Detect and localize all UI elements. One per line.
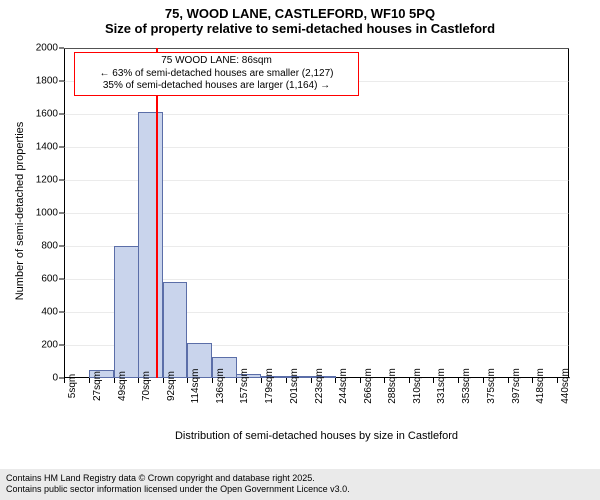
x-tick-label: 418sqm	[535, 368, 546, 404]
plot-area: 75 WOOD LANE: 86sqm← 63% of semi-detache…	[64, 48, 569, 378]
x-tick-label: 266sqm	[363, 368, 374, 404]
x-tick-mark	[458, 378, 459, 383]
x-tick-label: 223sqm	[314, 368, 325, 404]
title-line-2: Size of property relative to semi-detach…	[0, 21, 600, 36]
x-tick-mark	[335, 378, 336, 383]
grid-line	[64, 48, 569, 49]
footer-line-2: Contains public sector information licen…	[6, 484, 594, 496]
footer: Contains HM Land Registry data © Crown c…	[0, 469, 600, 500]
x-tick-mark	[384, 378, 385, 383]
x-tick-mark	[261, 378, 262, 383]
y-tick-label: 1800	[36, 76, 58, 87]
x-tick-mark	[433, 378, 434, 383]
x-tick-label: 70sqm	[141, 371, 152, 401]
y-tick-label: 600	[41, 274, 58, 285]
x-tick-mark	[409, 378, 410, 383]
annotation-box: 75 WOOD LANE: 86sqm← 63% of semi-detache…	[74, 52, 359, 96]
y-tick-label: 400	[41, 307, 58, 318]
x-tick-label: 5sqm	[67, 374, 78, 398]
title-line-1: 75, WOOD LANE, CASTLEFORD, WF10 5PQ	[0, 0, 600, 21]
annotation-line-1: 75 WOOD LANE: 86sqm	[79, 55, 354, 68]
x-tick-mark	[64, 378, 65, 383]
x-tick-label: 288sqm	[387, 368, 398, 404]
x-tick-label: 179sqm	[264, 368, 275, 404]
x-tick-mark	[311, 378, 312, 383]
x-tick-mark	[236, 378, 237, 383]
x-tick-mark	[163, 378, 164, 383]
x-tick-mark	[187, 378, 188, 383]
x-tick-label: 157sqm	[239, 368, 250, 404]
x-tick-mark	[114, 378, 115, 383]
footer-line-1: Contains HM Land Registry data © Crown c…	[6, 473, 594, 485]
x-tick-mark	[483, 378, 484, 383]
histogram-bar	[114, 246, 139, 378]
x-tick-label: 375sqm	[486, 368, 497, 404]
x-tick-label: 92sqm	[166, 371, 177, 401]
x-tick-label: 244sqm	[338, 368, 349, 404]
x-tick-label: 331sqm	[436, 368, 447, 404]
x-tick-label: 353sqm	[461, 368, 472, 404]
y-tick-label: 1400	[36, 142, 58, 153]
annotation-line-3: 35% of semi-detached houses are larger (…	[79, 80, 354, 93]
x-tick-mark	[89, 378, 90, 383]
y-tick-label: 1000	[36, 208, 58, 219]
y-tick-label: 800	[41, 241, 58, 252]
x-tick-mark	[508, 378, 509, 383]
x-tick-mark	[360, 378, 361, 383]
x-tick-label: 397sqm	[511, 368, 522, 404]
x-tick-mark	[212, 378, 213, 383]
histogram-bar	[138, 112, 163, 378]
y-axis: 0200400600800100012001400160018002000	[0, 48, 64, 378]
y-tick-label: 200	[41, 340, 58, 351]
x-tick-mark	[557, 378, 558, 383]
x-tick-mark	[138, 378, 139, 383]
x-tick-label: 136sqm	[215, 368, 226, 404]
x-tick-label: 49sqm	[117, 371, 128, 401]
annotation-line-2: ← 63% of semi-detached houses are smalle…	[79, 68, 354, 81]
x-tick-mark	[532, 378, 533, 383]
histogram-bar	[163, 282, 188, 378]
property-marker-line	[156, 48, 158, 378]
x-tick-label: 310sqm	[412, 368, 423, 404]
y-tick-label: 0	[52, 373, 58, 384]
x-tick-label: 440sqm	[560, 368, 571, 404]
x-tick-label: 27sqm	[92, 371, 103, 401]
x-tick-mark	[286, 378, 287, 383]
x-tick-label: 201sqm	[289, 368, 300, 404]
x-axis-label: Distribution of semi-detached houses by …	[64, 430, 569, 442]
x-axis: 5sqm27sqm49sqm70sqm92sqm114sqm136sqm157s…	[64, 378, 569, 428]
y-tick-label: 1200	[36, 175, 58, 186]
chart-container: 75, WOOD LANE, CASTLEFORD, WF10 5PQ Size…	[0, 0, 600, 500]
x-tick-label: 114sqm	[190, 369, 201, 404]
y-tick-label: 1600	[36, 109, 58, 120]
y-tick-label: 2000	[36, 43, 58, 54]
